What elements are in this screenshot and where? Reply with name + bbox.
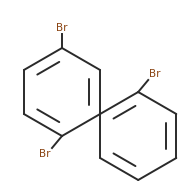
Text: Br: Br [39, 149, 51, 159]
Text: Br: Br [149, 69, 161, 79]
Text: Br: Br [56, 23, 68, 33]
